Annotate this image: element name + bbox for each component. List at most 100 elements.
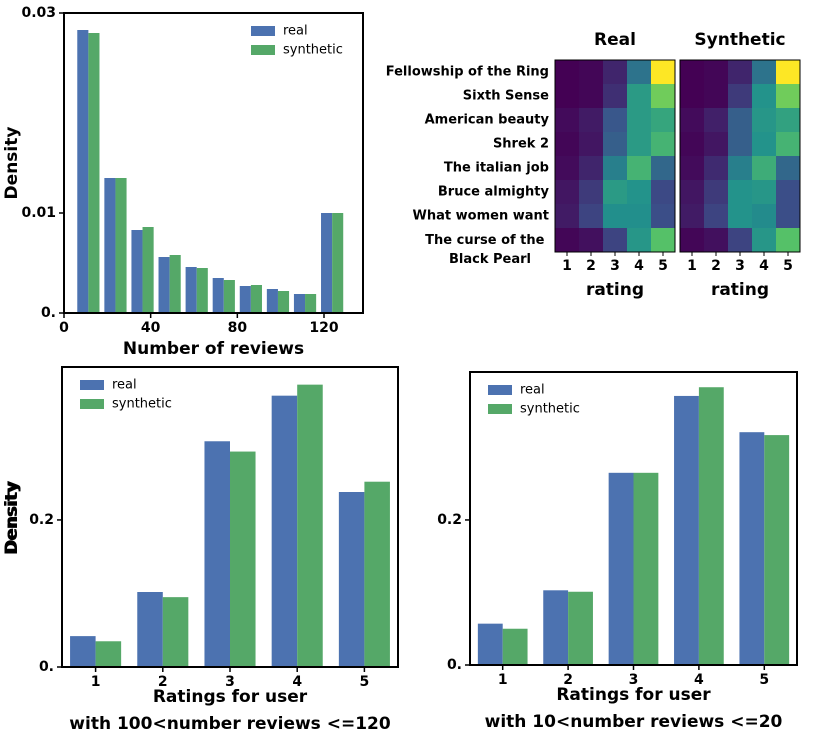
y-tick-label: 0.03 (21, 5, 56, 21)
heatmap-cell (752, 180, 776, 204)
x-tick-label: 5 (783, 258, 793, 274)
bar (297, 384, 323, 667)
histogram-bar (142, 227, 154, 313)
heatmap-cell (555, 156, 579, 180)
heatmap-cell (627, 132, 651, 156)
legend-label: synthetic (112, 397, 172, 412)
heatmap-cell (704, 108, 728, 132)
heatmap-cell (776, 156, 800, 180)
heatmap-cell (776, 228, 800, 252)
x-tick-label: 4 (694, 672, 704, 688)
x-tick-label: 2 (158, 674, 168, 690)
heatmap-cell (752, 84, 776, 108)
x-tick-label: 5 (658, 258, 668, 274)
histogram-bar (293, 294, 306, 313)
heatmap-cell (651, 132, 675, 156)
histogram-bar (185, 267, 197, 313)
x-axis-label: Number of reviews (123, 339, 304, 359)
row-label: The curse of the Black Pearl (425, 233, 549, 267)
bar (204, 441, 230, 667)
bar (502, 628, 528, 665)
bar (568, 591, 593, 665)
heatmap-cell (776, 180, 800, 204)
heatmap-cell (555, 180, 579, 204)
y-tick-label: 0.2 (437, 512, 462, 528)
x-tick-label: 1 (498, 672, 508, 688)
heatmap-cell (680, 84, 704, 108)
x-tick-label: 2 (586, 258, 596, 274)
bar (608, 472, 634, 665)
legend-swatch (488, 404, 512, 414)
histogram-bar (104, 178, 116, 313)
bar (674, 395, 699, 665)
histogram-bar (115, 178, 127, 313)
heatmap-cell (555, 132, 579, 156)
histogram-bar (305, 294, 317, 313)
histogram-bar (196, 268, 208, 313)
heatmap-cell (680, 108, 704, 132)
bar (70, 636, 96, 667)
bar (95, 641, 122, 667)
x-tick-label: 40 (141, 320, 161, 336)
legend-swatch (488, 385, 512, 395)
y-tick-label: 0. (41, 305, 56, 321)
heatmap-cell (704, 132, 728, 156)
legend-label: synthetic (520, 402, 580, 417)
bar (338, 492, 365, 667)
legend-swatch (80, 380, 104, 390)
heatmap-cell (752, 156, 776, 180)
legend-label: real (112, 378, 137, 393)
heatmap-cell (776, 204, 800, 228)
heatmap-cell (555, 204, 579, 228)
bar (137, 592, 163, 667)
plot-frame (469, 371, 798, 666)
x-axis-label: Ratings for user (556, 685, 711, 705)
heatmap-cell (579, 60, 603, 84)
x-tick-label: 3 (735, 258, 745, 274)
heatmap-cell (680, 204, 704, 228)
heatmap-cell (680, 132, 704, 156)
heatmap-cell (651, 228, 675, 252)
heatmap-cell (704, 60, 728, 84)
heatmap-cell (603, 180, 627, 204)
histogram-bar (250, 285, 262, 313)
bar (162, 597, 189, 667)
bar (764, 435, 790, 665)
heatmap-cell (579, 84, 603, 108)
row-label: Fellowship of the Ring (386, 65, 549, 80)
row-label-line: Black Pearl (449, 252, 531, 267)
heatmap-cell (555, 108, 579, 132)
x-tick-label: 2 (711, 258, 721, 274)
y-tick-label: 0. (39, 659, 54, 675)
x-axis-label: with 10<number reviews <=20 (485, 712, 783, 732)
heatmap-cell (752, 132, 776, 156)
plot-frame (61, 366, 399, 668)
y-tick-label: 0.01 (21, 205, 56, 221)
y-tick-label: 0. (447, 657, 462, 673)
heatmap-cell (651, 60, 675, 84)
x-tick-label: 4 (292, 674, 302, 690)
x-tick-label: 0 (59, 320, 69, 336)
heatmap-cell (651, 156, 675, 180)
x-tick-label: 3 (610, 258, 620, 274)
histogram-bar (266, 289, 278, 313)
row-label: Shrek 2 (493, 137, 549, 152)
heatmap-cell (704, 228, 728, 252)
x-tick-label: 1 (687, 258, 697, 274)
x-tick-label: 5 (759, 672, 769, 688)
x-tick-label: 4 (759, 258, 769, 274)
row-label: What women want (413, 209, 549, 224)
histogram-bar (212, 278, 224, 313)
heatmap-cell (627, 180, 651, 204)
y-axis-label: Density (2, 127, 22, 200)
heatmap-cell (603, 60, 627, 84)
panel-title: Real (594, 30, 636, 50)
heatmap-cell (579, 108, 603, 132)
heatmap-cell (776, 108, 800, 132)
bar (364, 481, 390, 667)
heatmap-cell (627, 108, 651, 132)
heatmap-cell (555, 84, 579, 108)
legend-label: real (283, 24, 308, 39)
histogram-bar (277, 291, 290, 313)
heatmap-cell (603, 156, 627, 180)
